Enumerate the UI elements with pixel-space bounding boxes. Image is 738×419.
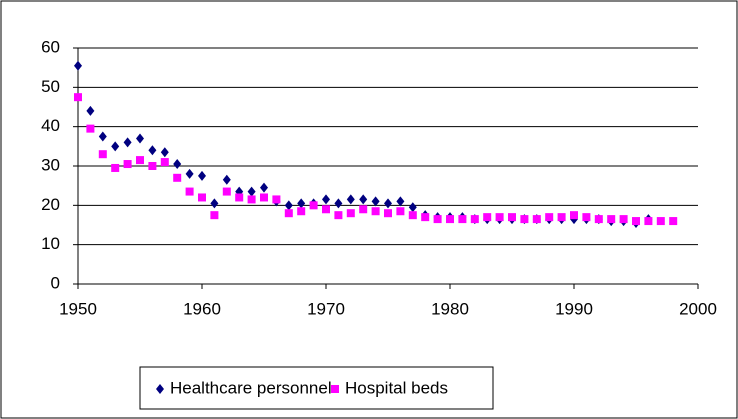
- point: [334, 211, 343, 220]
- point: [222, 187, 231, 196]
- x-tick-label: 1970: [307, 299, 345, 318]
- point: [408, 211, 417, 220]
- x-tick-label: 2000: [679, 299, 717, 318]
- point: [297, 207, 306, 216]
- point: [532, 215, 541, 224]
- point: [359, 205, 368, 214]
- point: [86, 124, 95, 133]
- point: [148, 145, 157, 156]
- point: [644, 217, 653, 226]
- point: [408, 202, 417, 213]
- point: [86, 105, 95, 116]
- point: [632, 217, 640, 226]
- point: [111, 141, 120, 152]
- point: [210, 211, 219, 220]
- point: [98, 131, 107, 142]
- point: [322, 194, 330, 205]
- point: [284, 200, 293, 211]
- point: [371, 196, 380, 207]
- x-tick-label: 1980: [431, 299, 469, 318]
- point: [247, 186, 256, 197]
- legend-label: Healthcare personnel: [170, 378, 332, 397]
- point: [582, 213, 591, 222]
- point: [520, 215, 529, 224]
- point: [148, 162, 157, 170]
- y-tick-label: 0: [51, 273, 60, 292]
- point: [272, 195, 281, 204]
- point: [619, 215, 628, 224]
- point: [384, 209, 392, 218]
- point: [123, 137, 132, 148]
- point: [656, 217, 665, 226]
- point: [210, 198, 219, 209]
- point: [160, 147, 169, 158]
- point: [371, 207, 380, 216]
- point: [359, 194, 368, 205]
- y-tick-label: 20: [41, 195, 60, 214]
- point: [260, 193, 268, 202]
- point: [384, 198, 392, 209]
- point: [483, 213, 492, 222]
- y-tick-label: 10: [41, 234, 60, 253]
- point: [173, 159, 182, 170]
- y-tick-label: 30: [41, 155, 60, 174]
- point: [74, 60, 82, 71]
- point: [446, 215, 454, 224]
- point: [433, 215, 442, 224]
- point: [247, 195, 256, 204]
- point: [235, 193, 244, 202]
- point: [185, 187, 194, 196]
- x-tick-label: 1990: [555, 299, 593, 318]
- point: [74, 93, 82, 102]
- point: [508, 213, 516, 222]
- point: [136, 133, 144, 144]
- point: [607, 215, 616, 224]
- point: [284, 209, 293, 218]
- point: [669, 217, 678, 226]
- y-tick-label: 40: [41, 116, 60, 135]
- point: [222, 174, 231, 185]
- point: [322, 205, 330, 214]
- legend-label: Hospital beds: [345, 378, 448, 397]
- point: [545, 213, 554, 222]
- point: [346, 194, 355, 205]
- legend-marker: [331, 385, 339, 393]
- point: [136, 156, 144, 165]
- point: [396, 196, 405, 207]
- point: [297, 198, 306, 209]
- point: [458, 215, 467, 224]
- point: [495, 213, 504, 222]
- point: [173, 173, 182, 182]
- point: [470, 215, 479, 224]
- point: [346, 209, 355, 218]
- point: [396, 207, 405, 216]
- legend-marker: [156, 384, 164, 394]
- point: [185, 168, 194, 179]
- point: [198, 193, 206, 202]
- point: [557, 213, 566, 222]
- point: [570, 211, 578, 220]
- y-tick-label: 50: [41, 77, 60, 96]
- point: [123, 160, 132, 169]
- x-tick-label: 1960: [183, 299, 221, 318]
- point: [594, 215, 603, 224]
- point: [421, 213, 430, 222]
- y-tick-label: 60: [41, 37, 60, 56]
- point: [198, 170, 206, 181]
- point: [111, 163, 120, 172]
- x-tick-label: 1950: [59, 299, 97, 318]
- legend-box: [139, 366, 494, 410]
- point: [260, 182, 268, 193]
- point: [160, 158, 169, 167]
- point: [98, 150, 107, 159]
- point: [334, 198, 343, 209]
- point: [309, 201, 318, 210]
